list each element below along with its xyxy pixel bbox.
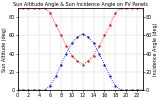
Y-axis label: Sun Altitude (deg): Sun Altitude (deg) <box>2 27 7 72</box>
Title: Sun Altitude Angle & Sun Incidence Angle on PV Panels: Sun Altitude Angle & Sun Incidence Angle… <box>13 2 147 7</box>
Y-axis label: Incidence Angle (deg): Incidence Angle (deg) <box>153 22 158 76</box>
